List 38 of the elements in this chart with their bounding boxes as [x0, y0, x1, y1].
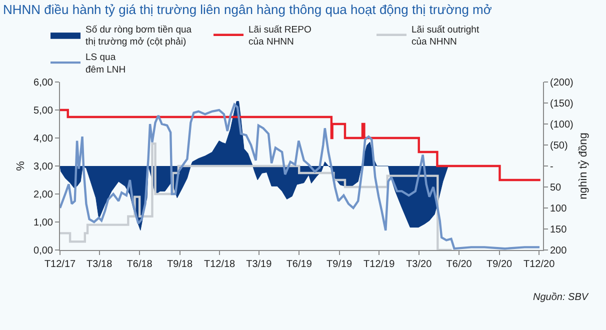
line-series: [60, 103, 541, 250]
x-tick-label: T6/20: [446, 259, 472, 270]
x-tick-label: T9/19: [326, 259, 353, 270]
x-tick-label: T6/19: [286, 259, 312, 270]
y2-tick-label: 200: [550, 246, 568, 256]
legend-label: LS qua đêm LNH: [86, 52, 126, 76]
y-axis-title: %: [15, 160, 28, 171]
y2-tick-label: (50): [550, 140, 568, 152]
x-tick-label: T3/18: [86, 259, 113, 270]
y-tick-label: 0,00: [34, 246, 54, 256]
legend-label: Lãi suất outright của NHNN: [412, 24, 480, 48]
y2-axis-title: nghìn tỷ đồng: [578, 132, 590, 200]
y-tick-label: 1,00: [34, 218, 54, 228]
y2-tick-label: -: [550, 162, 554, 172]
y-tick-label: 3,00: [34, 162, 54, 172]
y2-tick-label: 50: [550, 182, 562, 194]
y-tick-label: 4,00: [34, 134, 54, 144]
legend-label: Số dư ròng bơm tiền qua thị trường mở (cột phải): [86, 24, 192, 48]
y2-tick-label: (200): [550, 78, 574, 88]
x-tick-label: T3/19: [246, 259, 272, 270]
x-tick-label: T3/20: [406, 259, 432, 270]
chart-title: NHNN điều hành tỷ giá thị trường liên ngân hàng thông qua hoạt động thị trường mở: [3, 2, 492, 18]
y2-tick-label: 150: [550, 224, 568, 236]
y-tick-label: 5,00: [34, 106, 54, 116]
y2-tick-label: (100): [550, 120, 574, 130]
y2-tick-label: (150): [550, 98, 574, 110]
x-tick-label: T12/17: [44, 259, 76, 270]
x-tick-label: T6/18: [126, 259, 153, 270]
legend-label: Lãi suất REPO của NHNN: [248, 24, 312, 48]
y-tick-label: 6,00: [34, 78, 54, 88]
y2-tick-label: 100: [550, 204, 568, 214]
y-tick-label: 2,00: [34, 190, 54, 200]
x-tick-label: T9/18: [166, 259, 193, 270]
x-tick-label: T9/20: [486, 259, 513, 270]
text: Nguồn: SBV: [533, 292, 590, 303]
x-tick-label: T12/18: [204, 259, 236, 270]
x-tick-label: T12/19: [364, 259, 396, 270]
x-tick-label: T12/20: [524, 259, 556, 270]
